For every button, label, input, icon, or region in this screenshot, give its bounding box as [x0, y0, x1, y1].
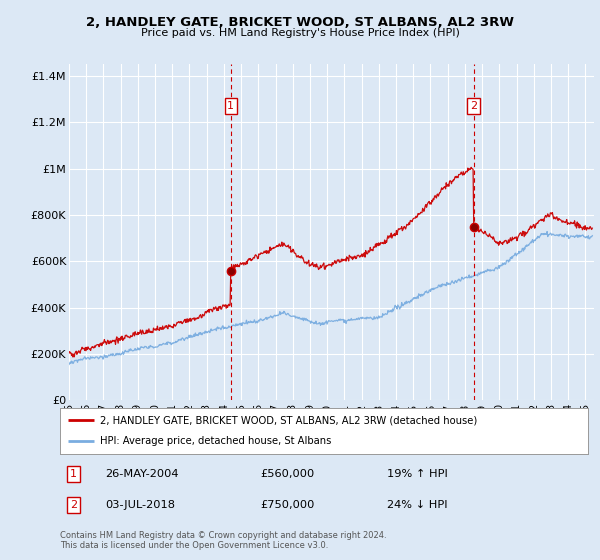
Text: 1: 1 [227, 101, 235, 111]
Text: £560,000: £560,000 [260, 469, 315, 479]
Text: 24% ↓ HPI: 24% ↓ HPI [388, 500, 448, 510]
Text: £750,000: £750,000 [260, 500, 315, 510]
Text: Price paid vs. HM Land Registry's House Price Index (HPI): Price paid vs. HM Land Registry's House … [140, 28, 460, 38]
Text: 19% ↑ HPI: 19% ↑ HPI [388, 469, 448, 479]
Text: 2: 2 [470, 101, 477, 111]
Text: 1: 1 [70, 469, 77, 479]
Text: 2, HANDLEY GATE, BRICKET WOOD, ST ALBANS, AL2 3RW (detached house): 2, HANDLEY GATE, BRICKET WOOD, ST ALBANS… [100, 415, 477, 425]
Text: 03-JUL-2018: 03-JUL-2018 [105, 500, 175, 510]
Text: 2: 2 [70, 500, 77, 510]
Text: Contains HM Land Registry data © Crown copyright and database right 2024.
This d: Contains HM Land Registry data © Crown c… [60, 531, 386, 550]
Text: 2, HANDLEY GATE, BRICKET WOOD, ST ALBANS, AL2 3RW: 2, HANDLEY GATE, BRICKET WOOD, ST ALBANS… [86, 16, 514, 29]
Text: 26-MAY-2004: 26-MAY-2004 [105, 469, 178, 479]
Text: HPI: Average price, detached house, St Albans: HPI: Average price, detached house, St A… [100, 436, 331, 446]
